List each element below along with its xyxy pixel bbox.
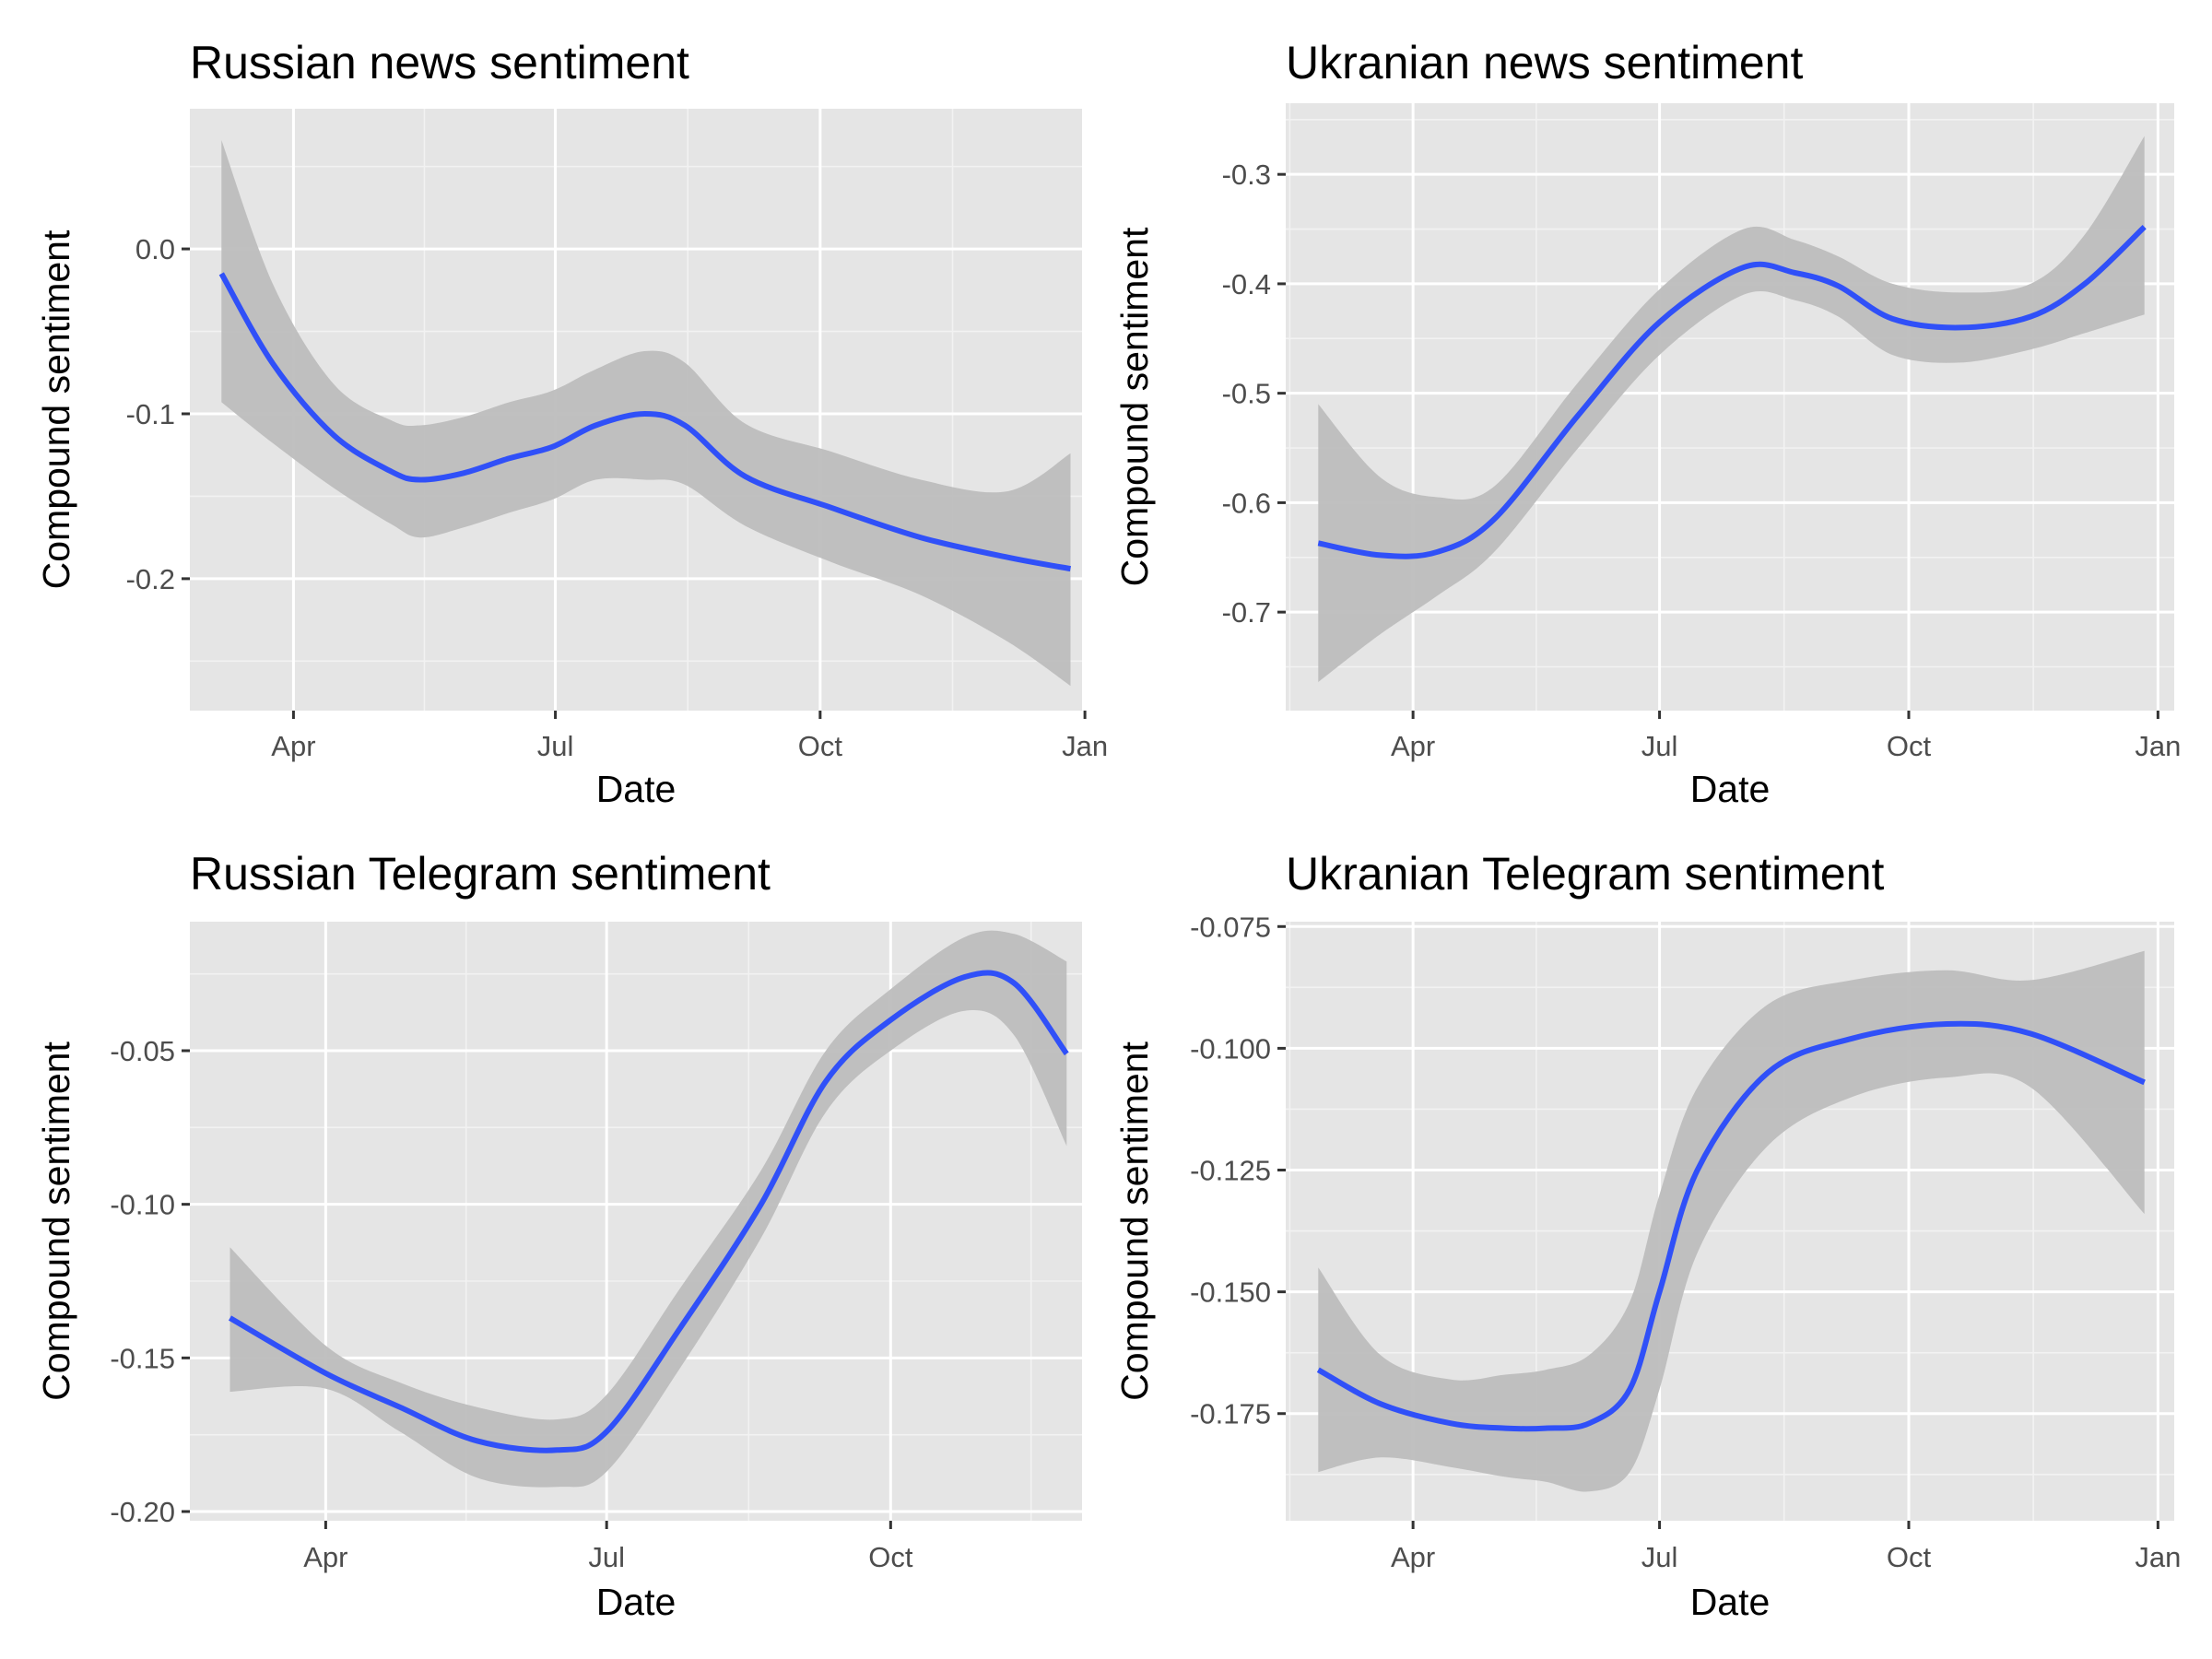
y-tick-label: -0.20	[110, 1496, 175, 1528]
x-tick-label: Apr	[271, 730, 315, 762]
x-tick-label: Oct	[1887, 1541, 1932, 1573]
y-tick-label: -0.4	[1222, 268, 1271, 300]
y-tick-label: -0.05	[110, 1035, 175, 1067]
y-tick-label: -0.3	[1222, 159, 1271, 191]
x-tick-label: Apr	[303, 1541, 347, 1573]
y-axis-label: Compound sentiment	[1113, 227, 1156, 586]
y-tick-label: -0.125	[1190, 1155, 1271, 1187]
x-tick-label: Jan	[2135, 1541, 2181, 1573]
y-axis-label: Compound sentiment	[1113, 1041, 1156, 1401]
panel-3: Apr Jul Oct -0.05 -0.10 -0.15 -0.20 Russian Tel…	[35, 848, 1082, 1623]
y-tick-label: -0.6	[1222, 487, 1271, 519]
x-tick-label: Apr	[1391, 730, 1435, 762]
y-tick-label: -0.100	[1190, 1032, 1271, 1065]
confidence-ribbon	[1318, 135, 2145, 683]
x-tick-label: Jul	[1641, 730, 1678, 762]
y-tick-label: -0.1	[126, 398, 175, 430]
x-tick-label: Jan	[2135, 730, 2181, 762]
y-axis-label: Compound sentiment	[35, 1041, 77, 1401]
x-tick-label: Oct	[1887, 730, 1932, 762]
panel-1: Apr Jul Oct Jan 0.0 -0.1 -0.2 Russian news sent…	[35, 37, 1108, 810]
y-tick-label: -0.7	[1222, 596, 1271, 629]
panel-title: Ukranian Telegram sentiment	[1286, 848, 1884, 900]
panel-title: Russian Telegram sentiment	[190, 848, 771, 900]
panel-4: Apr Jul Oct Jan -0.075 -0.100 -0.125 -0.150 -0.1…	[1113, 848, 2181, 1623]
series-line	[1316, 1020, 2146, 1432]
x-tick-label: Oct	[868, 1541, 913, 1573]
y-tick-label: -0.15	[110, 1342, 175, 1374]
x-axis-label: Date	[1690, 768, 1771, 810]
x-tick-label: Jul	[1641, 1541, 1678, 1573]
confidence-ribbon	[1318, 950, 2145, 1492]
x-tick-label: Oct	[798, 730, 843, 762]
series-line	[218, 272, 1072, 572]
y-tick-label: -0.075	[1190, 911, 1271, 943]
x-axis-label: Date	[1690, 1581, 1771, 1623]
series-line	[228, 970, 1069, 1453]
y-tick-label: -0.175	[1190, 1398, 1271, 1430]
y-axis-label: Compound sentiment	[35, 229, 77, 589]
panel-title: Ukranian news sentiment	[1286, 37, 1803, 88]
x-tick-label: Jan	[1062, 730, 1108, 762]
x-tick-label: Jul	[537, 730, 574, 762]
panel-background	[1286, 103, 2174, 711]
y-tick-label: 0.0	[135, 233, 175, 265]
panel-2: Apr Jul Oct Jan -0.3 -0.4 -0.5 -0.6 -0.7 Ukranian…	[1113, 37, 2181, 810]
y-tick-label: -0.2	[126, 563, 175, 595]
x-tick-label: Jul	[588, 1541, 625, 1573]
panel-title: Russian news sentiment	[190, 37, 689, 88]
x-tick-label: Apr	[1391, 1541, 1435, 1573]
series-line	[1317, 225, 2147, 559]
x-axis-label: Date	[596, 1581, 677, 1623]
y-tick-label: -0.10	[110, 1189, 175, 1221]
y-tick-label: -0.150	[1190, 1277, 1271, 1309]
y-tick-label: -0.5	[1222, 378, 1271, 410]
x-axis-label: Date	[596, 768, 677, 810]
confidence-ribbon	[229, 930, 1067, 1488]
